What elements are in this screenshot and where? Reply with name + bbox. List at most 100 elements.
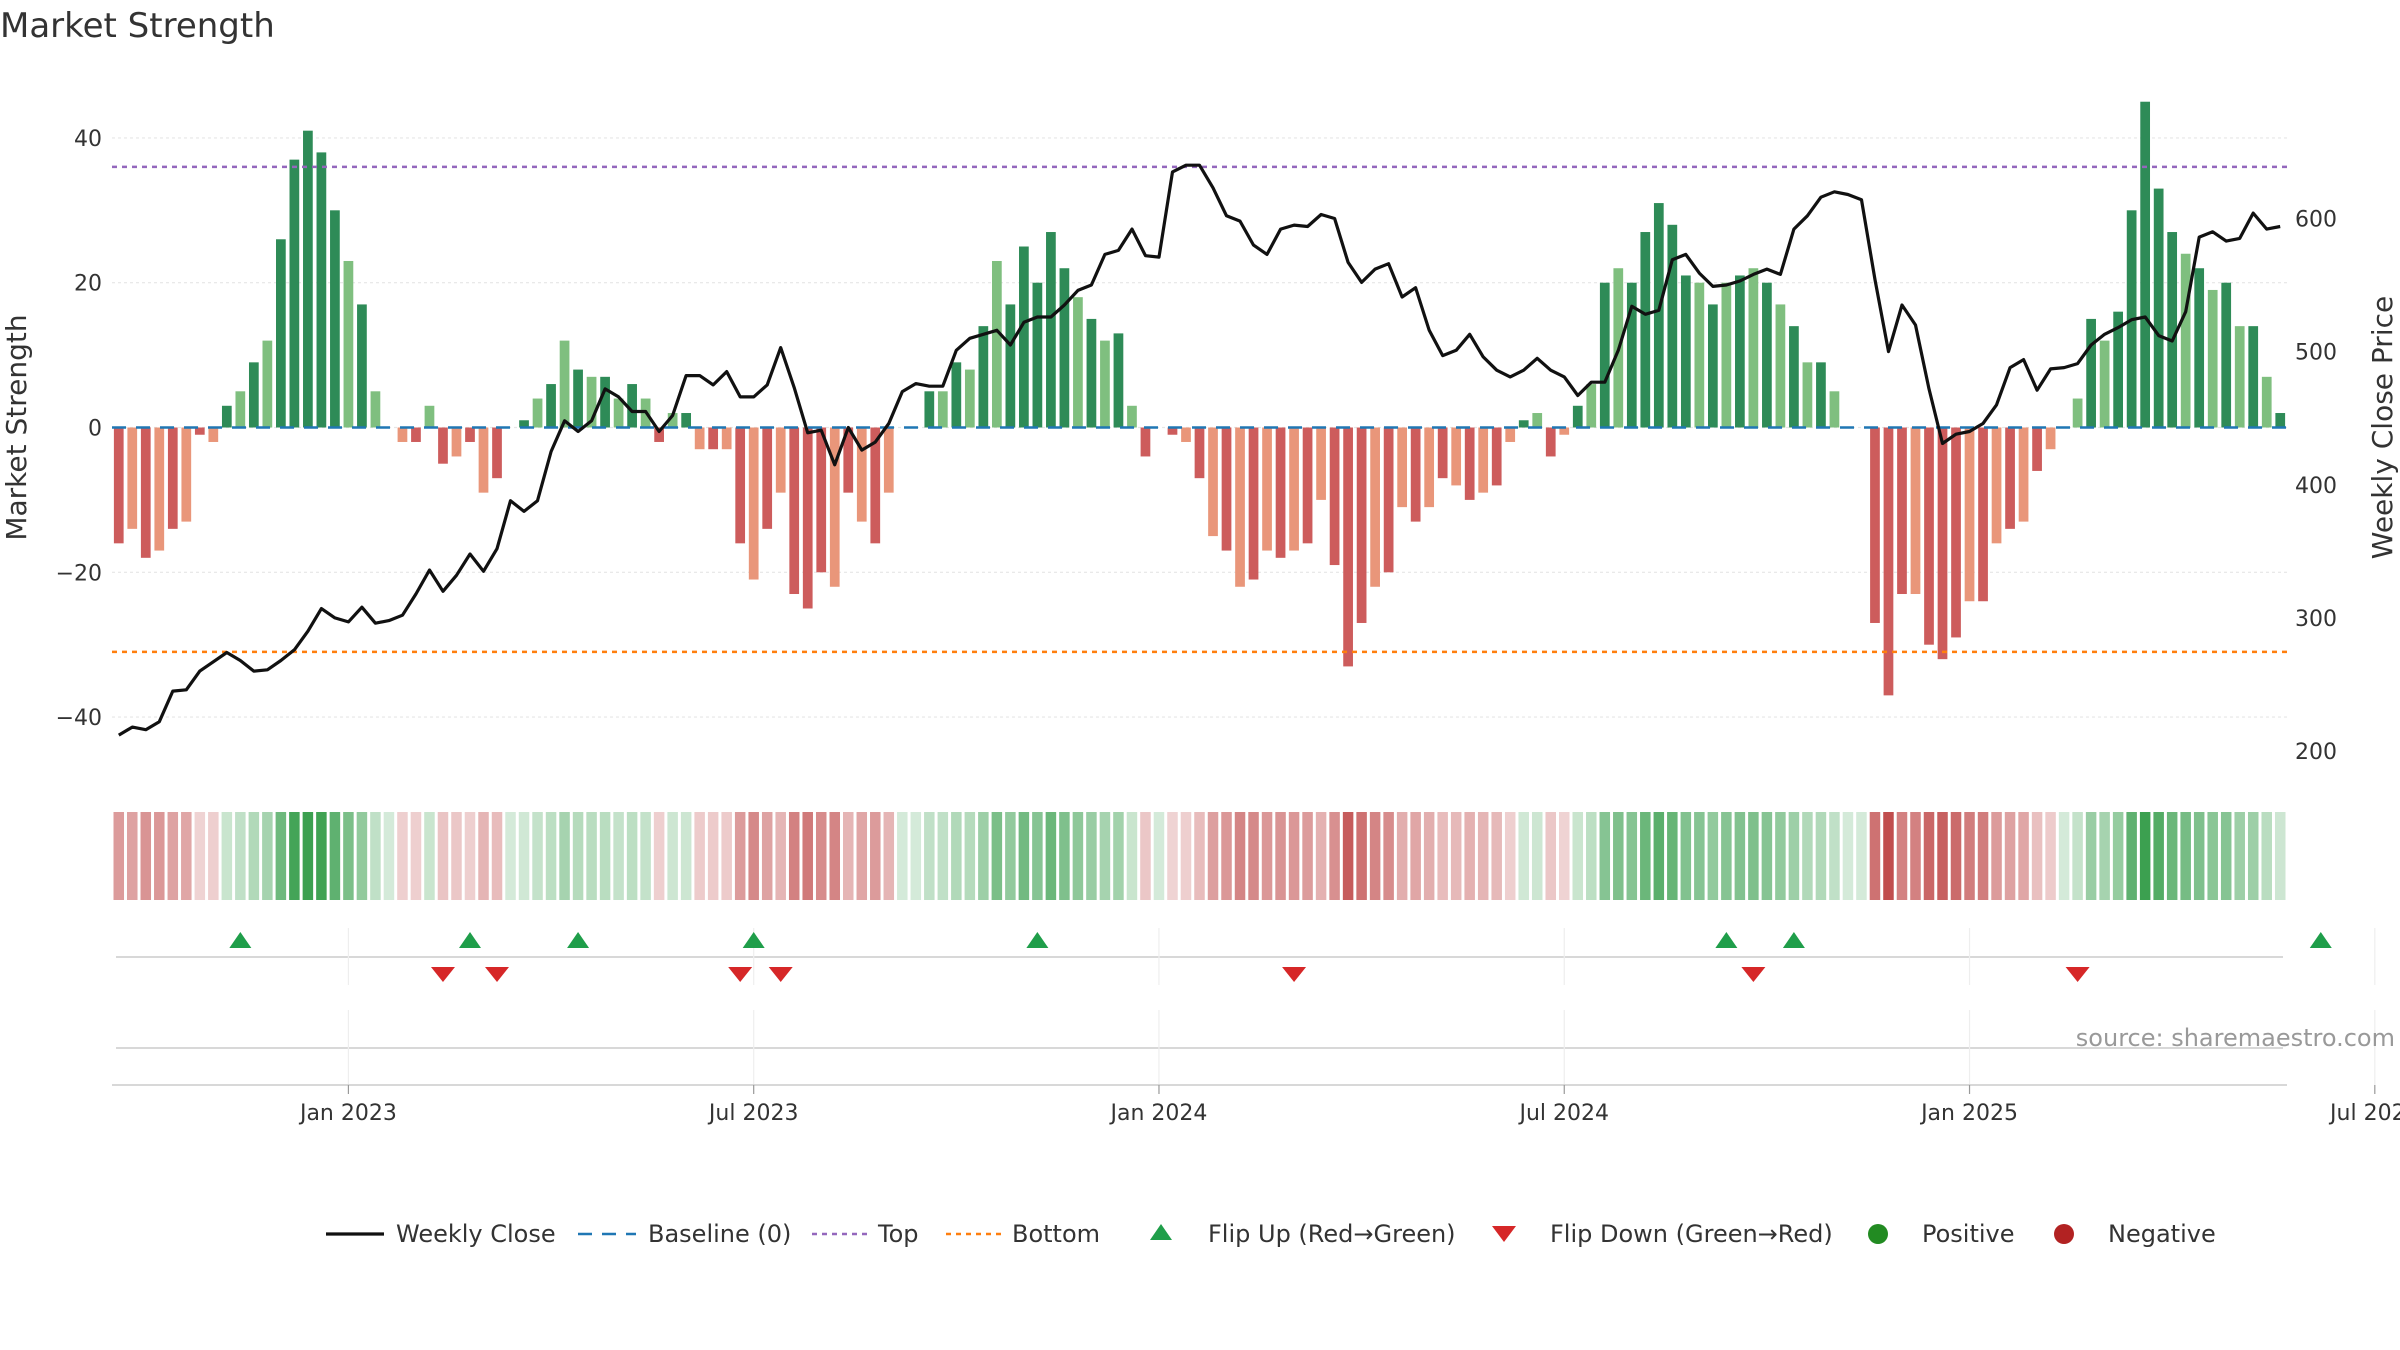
legend-swatch-negative [2054, 1224, 2074, 1244]
heat-cell [397, 812, 408, 900]
strength-bar [1019, 246, 1029, 428]
strength-bar [2153, 188, 2164, 428]
y-tick-label: 40 [74, 127, 102, 152]
heat-cell [599, 812, 611, 900]
heat-cell [802, 812, 813, 900]
heat-cell [1531, 812, 1543, 900]
strength-bar [451, 427, 462, 457]
strength-bar [667, 413, 678, 428]
heat-cell [208, 812, 219, 900]
strength-bar [316, 152, 327, 428]
heat-cell [1518, 812, 1529, 900]
heat-cell [1234, 812, 1246, 900]
strength-bar [1505, 427, 1516, 442]
heat-cell [1707, 812, 1719, 900]
strength-bar [1599, 282, 1610, 428]
heat-cell [2085, 812, 2097, 900]
strength-bar [1775, 304, 1786, 428]
legend-label: Negative [2108, 1220, 2216, 1248]
heat-cell [1288, 812, 1300, 900]
heat-cell [1694, 812, 1705, 900]
strength-bar [1208, 427, 1218, 537]
strength-bar [654, 427, 664, 442]
strength-bar [167, 427, 178, 529]
strength-bar [802, 427, 813, 609]
legend-label: Positive [1922, 1220, 2015, 1248]
x-tick-label: Jul 2024 [1517, 1101, 1609, 1126]
heat-cell [1545, 812, 1556, 900]
heat-cell [910, 812, 922, 900]
strength-bar [1937, 427, 1948, 660]
strength-bar [2167, 232, 2178, 428]
source-label: source: sharemaestro.com [2076, 1024, 2395, 1052]
strength-bar [2275, 413, 2286, 428]
strength-bar [1356, 427, 1367, 623]
heat-cell [1667, 812, 1678, 900]
strength-bar [2018, 427, 2029, 522]
y2-tick-label: 200 [2295, 740, 2337, 765]
heat-cell [1005, 812, 1016, 900]
heat-cell [1153, 812, 1165, 900]
strength-bar [1113, 333, 1124, 428]
heat-cell [1356, 812, 1367, 900]
flip-up-marker [1715, 932, 1738, 948]
heat-cell [707, 812, 719, 900]
x-tick-label: Jul 2023 [707, 1101, 799, 1126]
strength-bar [1762, 282, 1772, 428]
strength-bar [221, 405, 232, 428]
strength-bar [1951, 427, 1961, 638]
strength-bar [789, 427, 800, 595]
strength-bar [1789, 326, 1799, 428]
heat-cell [559, 812, 570, 900]
heat-cell [491, 812, 503, 900]
strength-bar [1870, 427, 1880, 623]
strength-bar [1518, 420, 1529, 428]
heat-cell [870, 812, 881, 900]
heat-cell [1059, 812, 1070, 900]
strength-bar [357, 304, 367, 428]
heat-cell [1180, 812, 1192, 900]
strength-bar [1397, 427, 1408, 508]
heat-cell [1626, 812, 1638, 900]
strength-bar [573, 369, 583, 428]
heat-cell [843, 812, 854, 900]
heat-cell [1883, 812, 1894, 900]
strength-bar [181, 427, 192, 522]
strength-bar [2234, 326, 2245, 428]
heat-cell [316, 812, 327, 900]
heat-cell [883, 812, 895, 900]
flip-up-marker [567, 932, 590, 948]
legend-label: Bottom [1012, 1220, 1100, 1248]
strength-bar [194, 427, 205, 435]
heat-cell [640, 812, 651, 900]
heat-cell [586, 812, 597, 900]
strength-bar [613, 398, 624, 428]
heat-cell [2153, 812, 2164, 900]
flip-down-marker [728, 967, 753, 982]
strength-bar [1802, 362, 1813, 428]
heat-cell [410, 812, 422, 900]
heat-cell [1937, 812, 1948, 900]
heat-cell [1640, 812, 1651, 900]
heat-cell [235, 812, 246, 900]
strength-bar [1816, 362, 1826, 428]
heat-cell [2099, 812, 2110, 900]
heat-cell [437, 812, 449, 900]
heat-cell [505, 812, 516, 900]
strength-bar [600, 376, 610, 428]
strength-bar [1883, 427, 1894, 696]
heat-cell [1761, 812, 1773, 900]
heat-cell [478, 812, 489, 900]
strength-bar [546, 384, 556, 428]
x-tick-label: Jan 2025 [1919, 1101, 2018, 1126]
heat-cell [897, 812, 908, 900]
heat-cell [1383, 812, 1394, 900]
strength-bar [438, 427, 448, 464]
heat-cell [1423, 812, 1435, 900]
strength-bar [721, 427, 732, 450]
heat-cell [734, 812, 746, 900]
strength-bar [1978, 427, 1988, 602]
strength-bar [397, 427, 408, 442]
strength-bar [1005, 304, 1016, 428]
heat-cell [1504, 812, 1516, 900]
